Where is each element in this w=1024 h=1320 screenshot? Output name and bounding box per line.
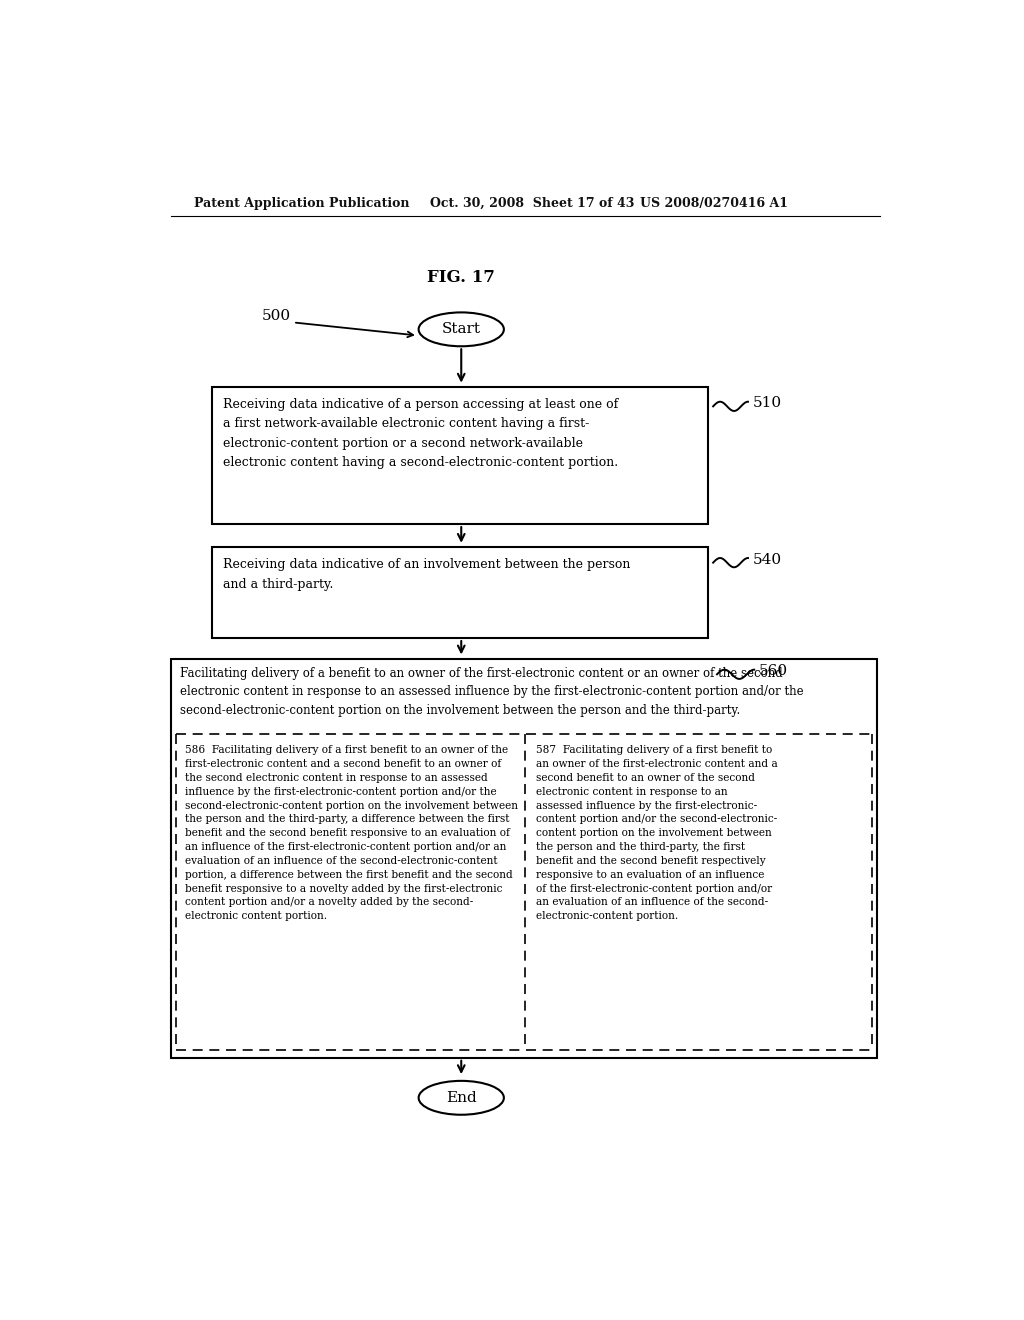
- Text: US 2008/0270416 A1: US 2008/0270416 A1: [640, 197, 787, 210]
- Text: Oct. 30, 2008  Sheet 17 of 43: Oct. 30, 2008 Sheet 17 of 43: [430, 197, 635, 210]
- Text: Receiving data indicative of a person accessing at least one of
a first network-: Receiving data indicative of a person ac…: [222, 397, 617, 470]
- Bar: [212, 387, 708, 524]
- Text: 540: 540: [753, 553, 781, 566]
- Text: End: End: [445, 1090, 476, 1105]
- Text: 586  Facilitating delivery of a first benefit to an owner of the
first-electroni: 586 Facilitating delivery of a first ben…: [185, 744, 518, 921]
- Text: Facilitating delivery of a benefit to an owner of the first-electronic content o: Facilitating delivery of a benefit to an…: [180, 667, 804, 717]
- Text: 510: 510: [753, 396, 781, 411]
- Text: 560: 560: [759, 664, 788, 678]
- Bar: [171, 659, 878, 1057]
- Text: FIG. 17: FIG. 17: [427, 269, 496, 286]
- Text: Patent Application Publication: Patent Application Publication: [194, 197, 410, 210]
- Text: 500: 500: [262, 309, 292, 323]
- Text: Receiving data indicative of an involvement between the person
and a third-party: Receiving data indicative of an involvem…: [222, 558, 630, 590]
- Bar: [212, 548, 708, 638]
- Text: 587  Facilitating delivery of a first benefit to
an owner of the first-electroni: 587 Facilitating delivery of a first ben…: [536, 744, 777, 921]
- Text: Start: Start: [441, 322, 480, 337]
